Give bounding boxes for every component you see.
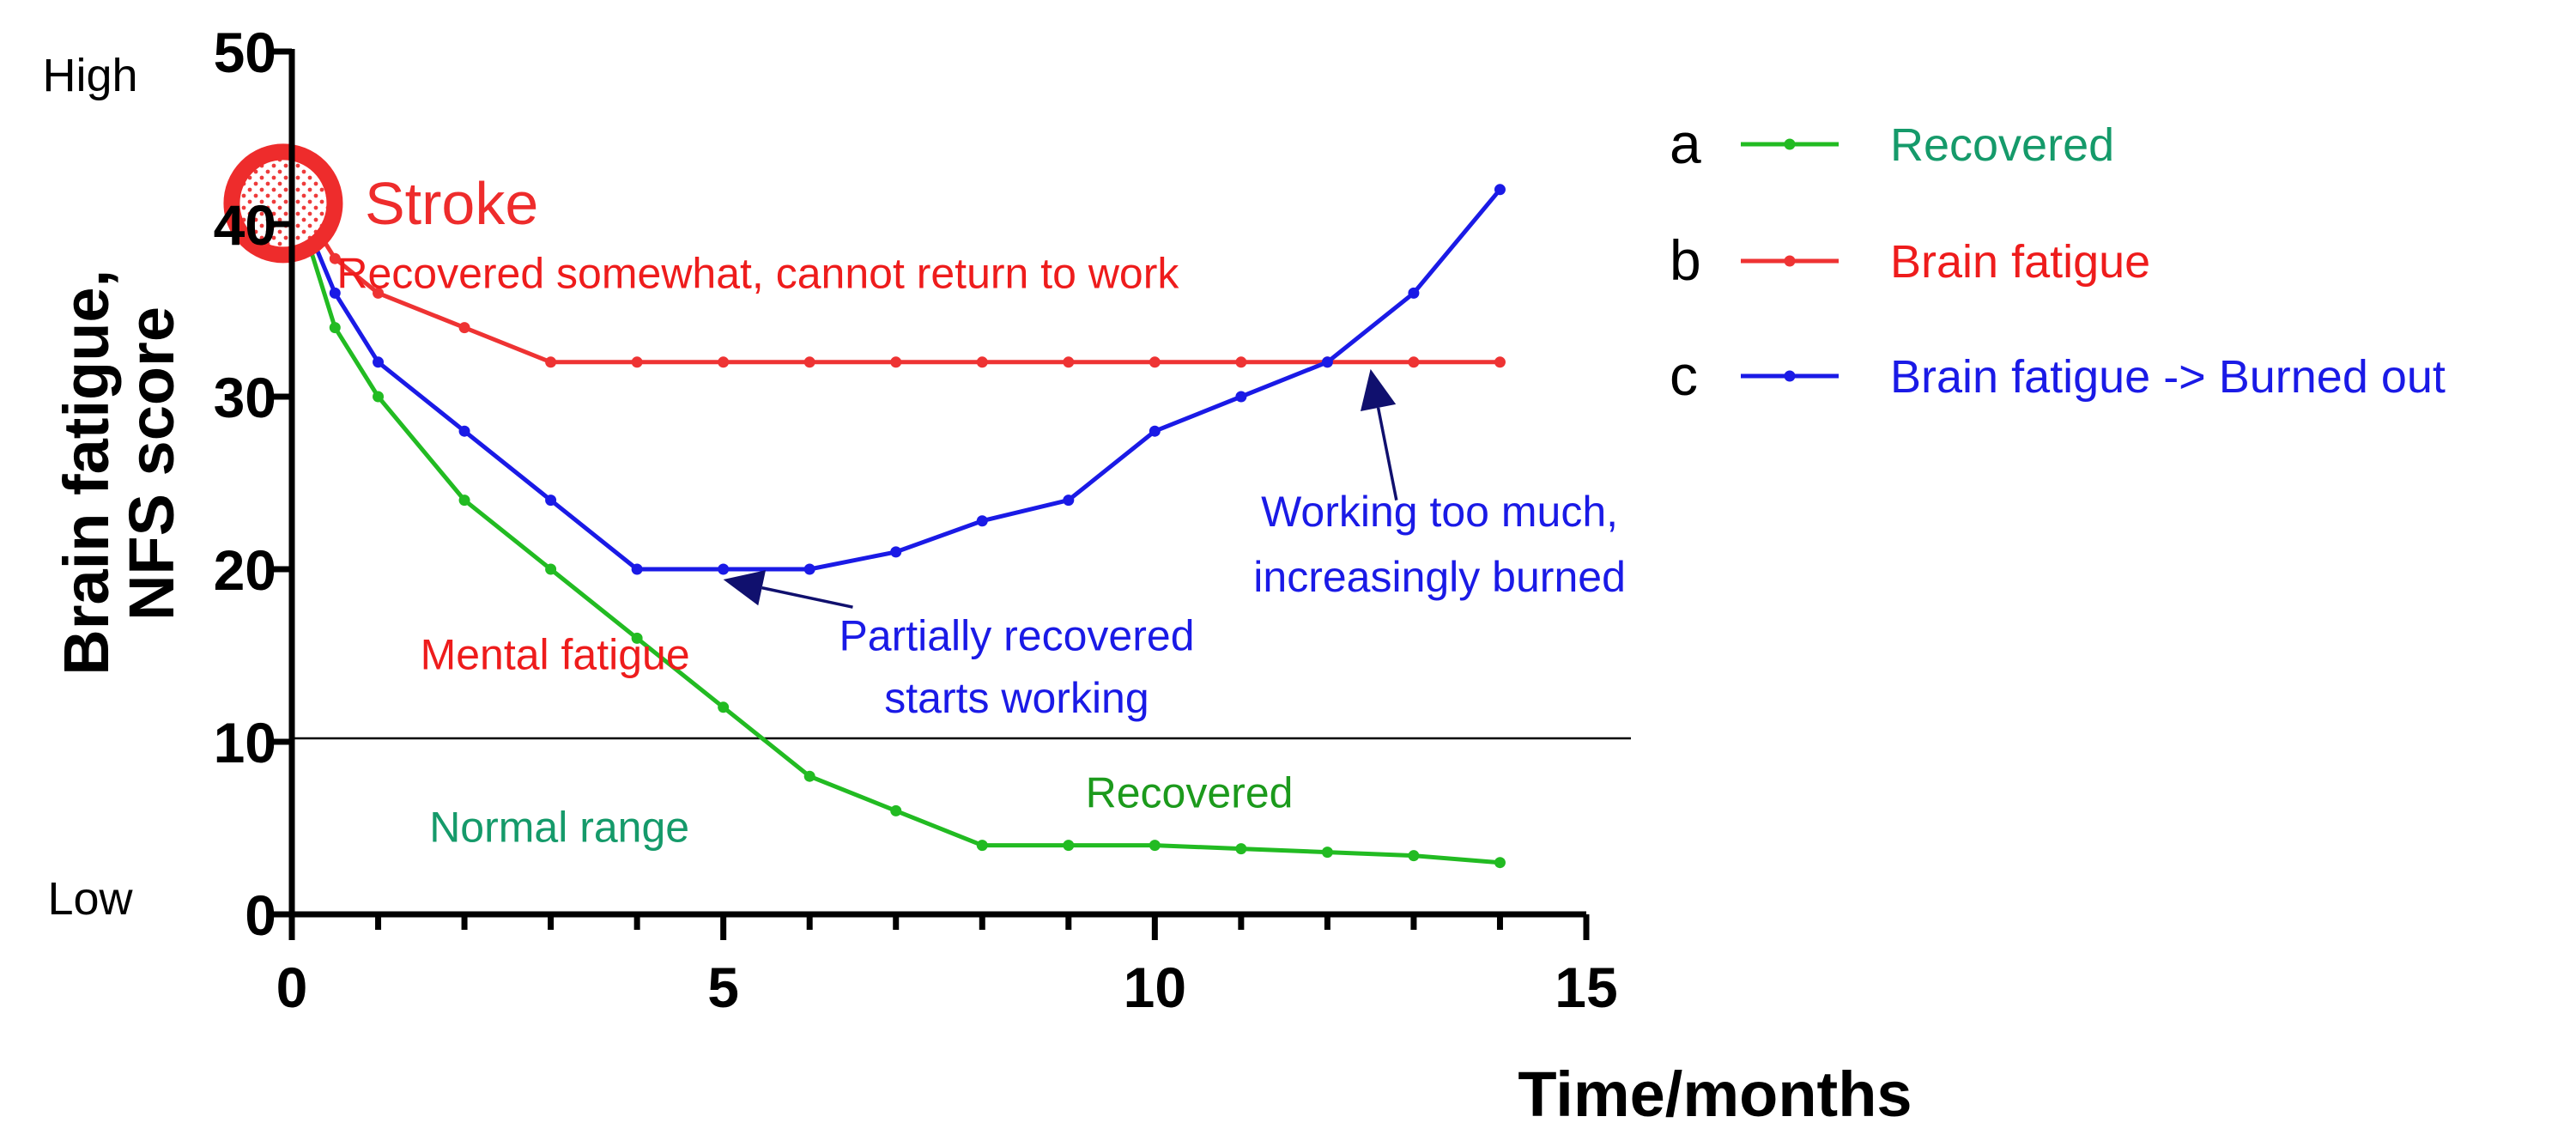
data-point [329,322,341,334]
data-point [718,563,730,575]
data-point [890,356,902,368]
legend-swatch-marker [1784,138,1796,150]
data-point [976,356,988,368]
y-ticks: 0 10 20 30 40 50 [214,21,292,947]
data-point [1235,356,1247,368]
data-point [373,391,385,403]
arrow-partially-head [723,570,767,606]
data-point [1235,391,1247,403]
y-axis-title-line-1: Brain fatigue, [51,270,122,676]
series-line [289,188,1502,572]
arrow-working-head [1360,368,1397,412]
y-tick-label: 10 [214,711,276,774]
data-point [1149,840,1161,852]
x-ticks: 0 5 10 15 [276,914,1618,1019]
data-point [1494,857,1506,869]
x-tick-label: 15 [1555,956,1617,1019]
data-point [545,563,557,575]
annotation-partially-recovered: starts working [884,674,1149,722]
data-point [718,356,730,368]
legend-label-c: Brain fatigue -> Burned out [1890,351,2446,403]
y-tick-label: 30 [214,366,276,429]
data-point [803,563,815,575]
series-line [289,188,1500,365]
legend-swatch-marker [1784,370,1796,382]
data-point [1063,356,1075,368]
data-point [373,287,385,299]
data-point [1408,850,1420,862]
y-axis: 0 10 20 30 40 50 High Low Brain fatigue, NFS … [42,21,295,947]
data-point [1235,843,1247,855]
legend: a Recovered b Brain fatigue c Brain fatigue -… [1670,112,2446,407]
data-point [1063,840,1075,852]
x-axis-title: Time/months [1518,1059,1912,1130]
stroke-marker: Stroke [223,143,538,264]
data-point [1149,425,1161,437]
y-tick-label: 40 [214,193,276,257]
stroke-marker-circle [223,143,343,264]
x-axis: 0 5 10 15 Time/months [276,911,1912,1130]
data-point [1494,184,1506,196]
x-tick-label: 5 [707,956,739,1019]
data-point [976,840,988,852]
x-tick-label: 10 [1124,956,1186,1019]
annotation-recovered-somewhat: Recovered somewhat, cannot return to wor… [336,249,1179,297]
annotation-partially-recovered: Partially recovered [839,611,1194,659]
x-tick-label: 0 [276,956,308,1019]
annotation-working-too-much: Working too much, [1261,488,1618,536]
data-point [329,252,341,264]
legend-letter-a: a [1670,112,1701,175]
legend-label-a: Recovered [1890,119,2114,171]
series-line [289,189,1500,865]
annotation-working-too-much: increasingly burned [1253,553,1626,601]
legend-letter-c: c [1670,343,1698,407]
data-point [718,701,730,713]
data-point [890,546,902,558]
data-point [1063,495,1075,507]
y-axis-title: Brain fatigue, NFS score [51,252,187,675]
data-point [1321,847,1333,859]
y-tick-label: 50 [214,21,276,84]
data-point [803,770,815,782]
data-point [458,322,470,334]
data-point [545,356,557,368]
data-point [458,425,470,437]
data-point [890,804,902,816]
data-point [545,495,557,507]
plot-area: Stroke Recovered somewhat, cannot return… [223,143,1631,869]
data-point [329,287,341,299]
data-point [373,356,385,368]
arrow-working-shaft [1376,407,1398,501]
annotation-layer: Recovered somewhat, cannot return to wor… [336,249,1626,851]
legend-label-b: Brain fatigue [1890,236,2150,288]
annotation-recovered-green: Recovered [1086,768,1294,816]
data-point [1149,356,1161,368]
series-layer [289,184,1506,869]
y-axis-title-line-2: NFS score [116,306,187,621]
data-point [1408,287,1420,299]
data-point [631,356,643,368]
arrow-partially-shaft [761,586,853,609]
annotation-normal-range: Normal range [429,804,689,852]
legend-swatch-marker [1784,255,1796,267]
legend-letter-b: b [1670,228,1701,292]
data-point [1408,356,1420,368]
data-point [803,356,815,368]
y-tick-label: 0 [245,883,276,947]
data-point [1321,356,1333,368]
y-scale-low: Low [47,873,133,925]
data-point [631,632,643,644]
y-tick-label: 20 [214,538,276,602]
data-point [458,495,470,507]
annotation-mental-fatigue: Mental fatigue [421,631,690,679]
arrow-layer [723,368,1398,609]
stroke-label: Stroke [365,170,538,237]
y-scale-high: High [42,50,137,101]
data-point [1494,356,1506,368]
data-point [631,563,643,575]
data-point [976,515,988,527]
